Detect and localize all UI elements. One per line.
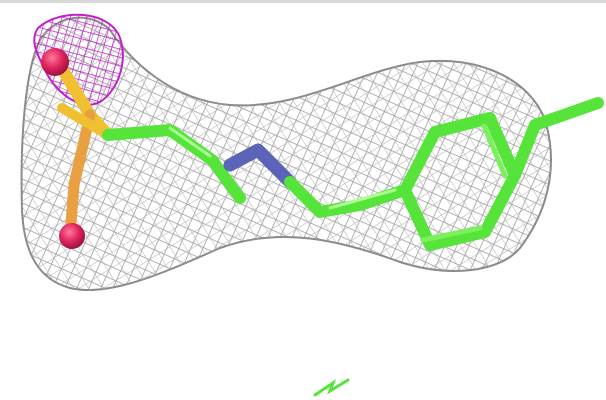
ligand-stick-model bbox=[52, 56, 604, 251]
small-fragment bbox=[313, 378, 350, 397]
oxygen-atom-bottom bbox=[59, 223, 85, 249]
top-border bbox=[0, 0, 606, 3]
oxygen-atom-top bbox=[41, 48, 69, 76]
difference-density-mesh bbox=[33, 13, 124, 106]
